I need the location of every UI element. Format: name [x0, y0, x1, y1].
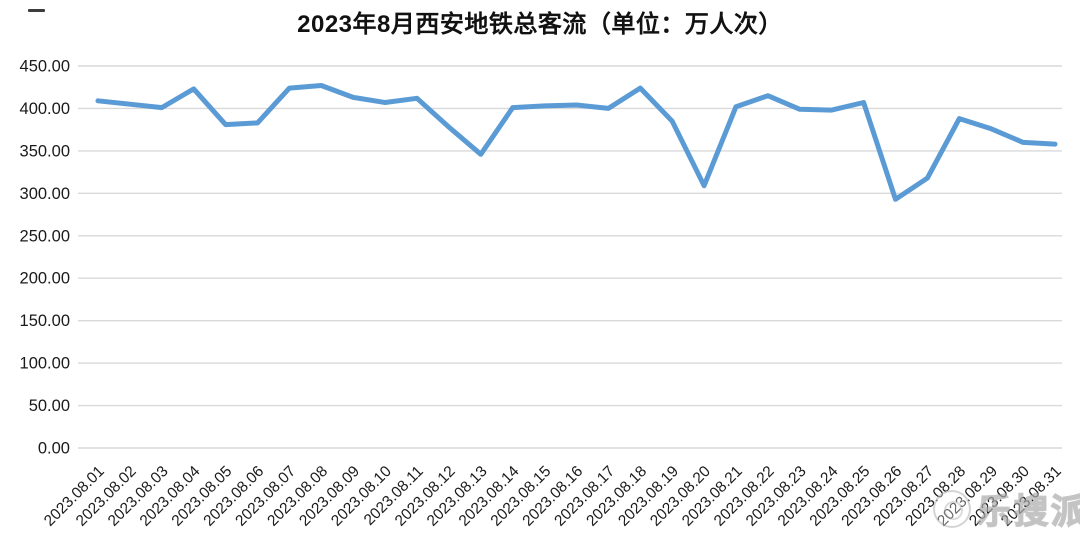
y-axis-tick-label: 150.00: [20, 312, 70, 330]
y-axis-tick-label: 350.00: [20, 142, 70, 160]
y-axis-tick-label: 200.00: [20, 270, 70, 288]
y-axis-tick-label: 0.00: [38, 440, 70, 458]
y-axis-tick-label: 250.00: [20, 227, 70, 245]
y-axis-tick-label: 50.00: [29, 397, 70, 415]
y-axis-tick-label: 100.00: [20, 355, 70, 373]
y-axis-tick-label: 450.00: [20, 58, 70, 76]
dash-artifact: [28, 9, 45, 12]
y-axis-tick-label: 400.00: [20, 100, 70, 118]
y-axis-tick-label: 300.00: [20, 185, 70, 203]
chart-title: 2023年8月西安地铁总客流（单位：万人次）: [297, 11, 783, 38]
passenger-flow-series-line: [95, 83, 1058, 202]
